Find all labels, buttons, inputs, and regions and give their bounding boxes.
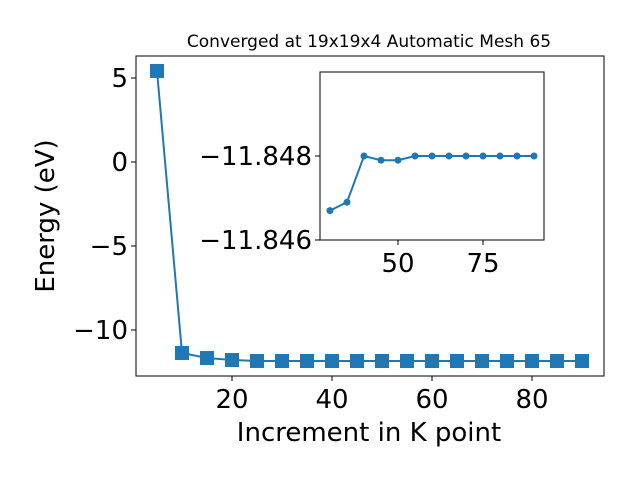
data-point: [450, 354, 464, 369]
data-point: [326, 207, 334, 215]
data-point: [530, 152, 538, 160]
data-point: [225, 353, 239, 368]
data-point: [462, 152, 470, 160]
x-tick-label: 80: [515, 385, 548, 415]
data-point: [425, 354, 439, 369]
data-point: [550, 354, 564, 369]
x-tick-label: 40: [315, 385, 348, 415]
data-point: [350, 354, 364, 369]
data-point: [475, 354, 489, 369]
x-tick-label: 20: [215, 385, 248, 415]
data-point: [300, 353, 314, 368]
data-point: [445, 152, 453, 160]
data-point: [513, 152, 521, 160]
data-point: [343, 198, 351, 206]
data-point: [400, 354, 414, 369]
data-point: [150, 63, 164, 78]
y-tick-label: −11.846: [199, 226, 312, 256]
x-tick-label: 50: [381, 249, 414, 279]
chart-title: Converged at 19x19x4 Automatic Mesh 65: [187, 32, 551, 52]
data-point: [175, 345, 189, 360]
data-point: [250, 353, 264, 368]
y-tick-label: 0: [111, 148, 128, 178]
y-tick-label: −10: [73, 316, 128, 346]
x-tick-label: 75: [466, 249, 499, 279]
data-point: [575, 354, 589, 369]
data-point: [394, 156, 402, 164]
x-axis-label: Increment in K point: [237, 418, 501, 448]
data-point: [479, 152, 487, 160]
y-tick-label: −5: [90, 232, 128, 262]
data-point: [325, 354, 339, 369]
data-point: [360, 152, 368, 160]
data-point: [525, 354, 539, 369]
data-point: [377, 156, 385, 164]
y-tick-label: −11.848: [199, 142, 312, 172]
y-tick-label: 5: [111, 64, 128, 94]
data-point: [200, 351, 214, 366]
data-point: [375, 354, 389, 369]
data-point: [275, 353, 289, 368]
y-axis-label: Energy (eV): [31, 139, 61, 292]
data-point: [500, 354, 514, 369]
data-point: [411, 152, 419, 160]
x-tick-label: 60: [415, 385, 448, 415]
data-point: [428, 152, 436, 160]
data-point: [496, 152, 504, 160]
